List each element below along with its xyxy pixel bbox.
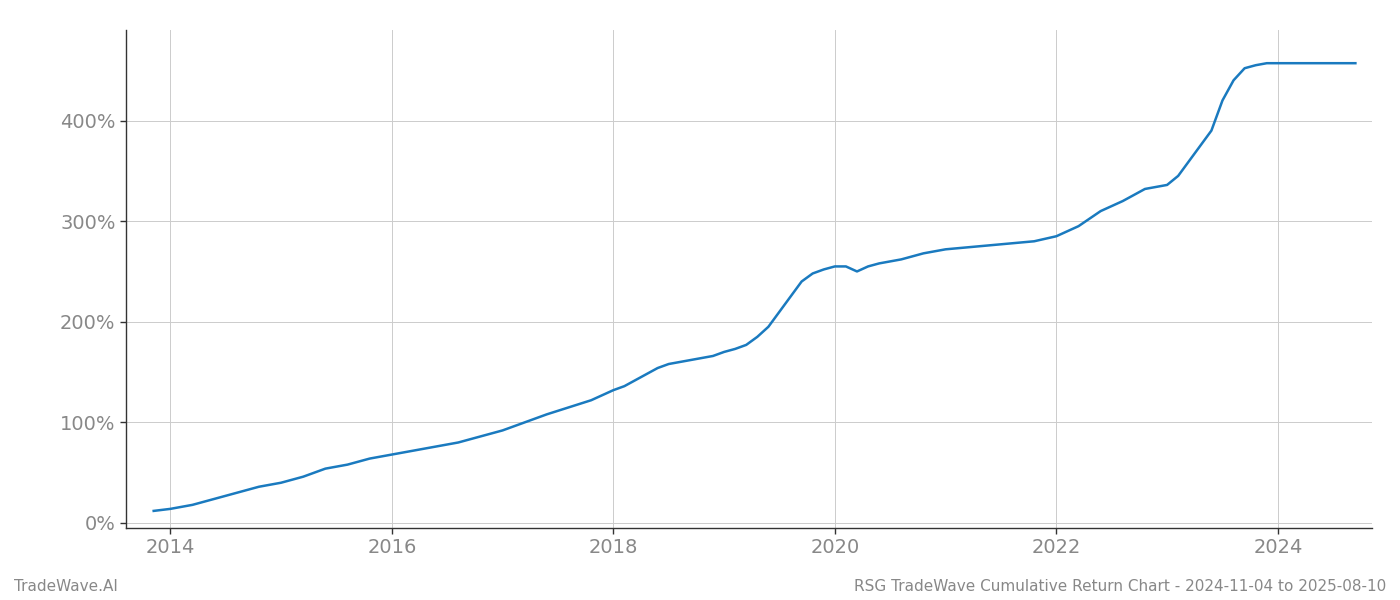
Text: RSG TradeWave Cumulative Return Chart - 2024-11-04 to 2025-08-10: RSG TradeWave Cumulative Return Chart - …: [854, 579, 1386, 594]
Text: TradeWave.AI: TradeWave.AI: [14, 579, 118, 594]
